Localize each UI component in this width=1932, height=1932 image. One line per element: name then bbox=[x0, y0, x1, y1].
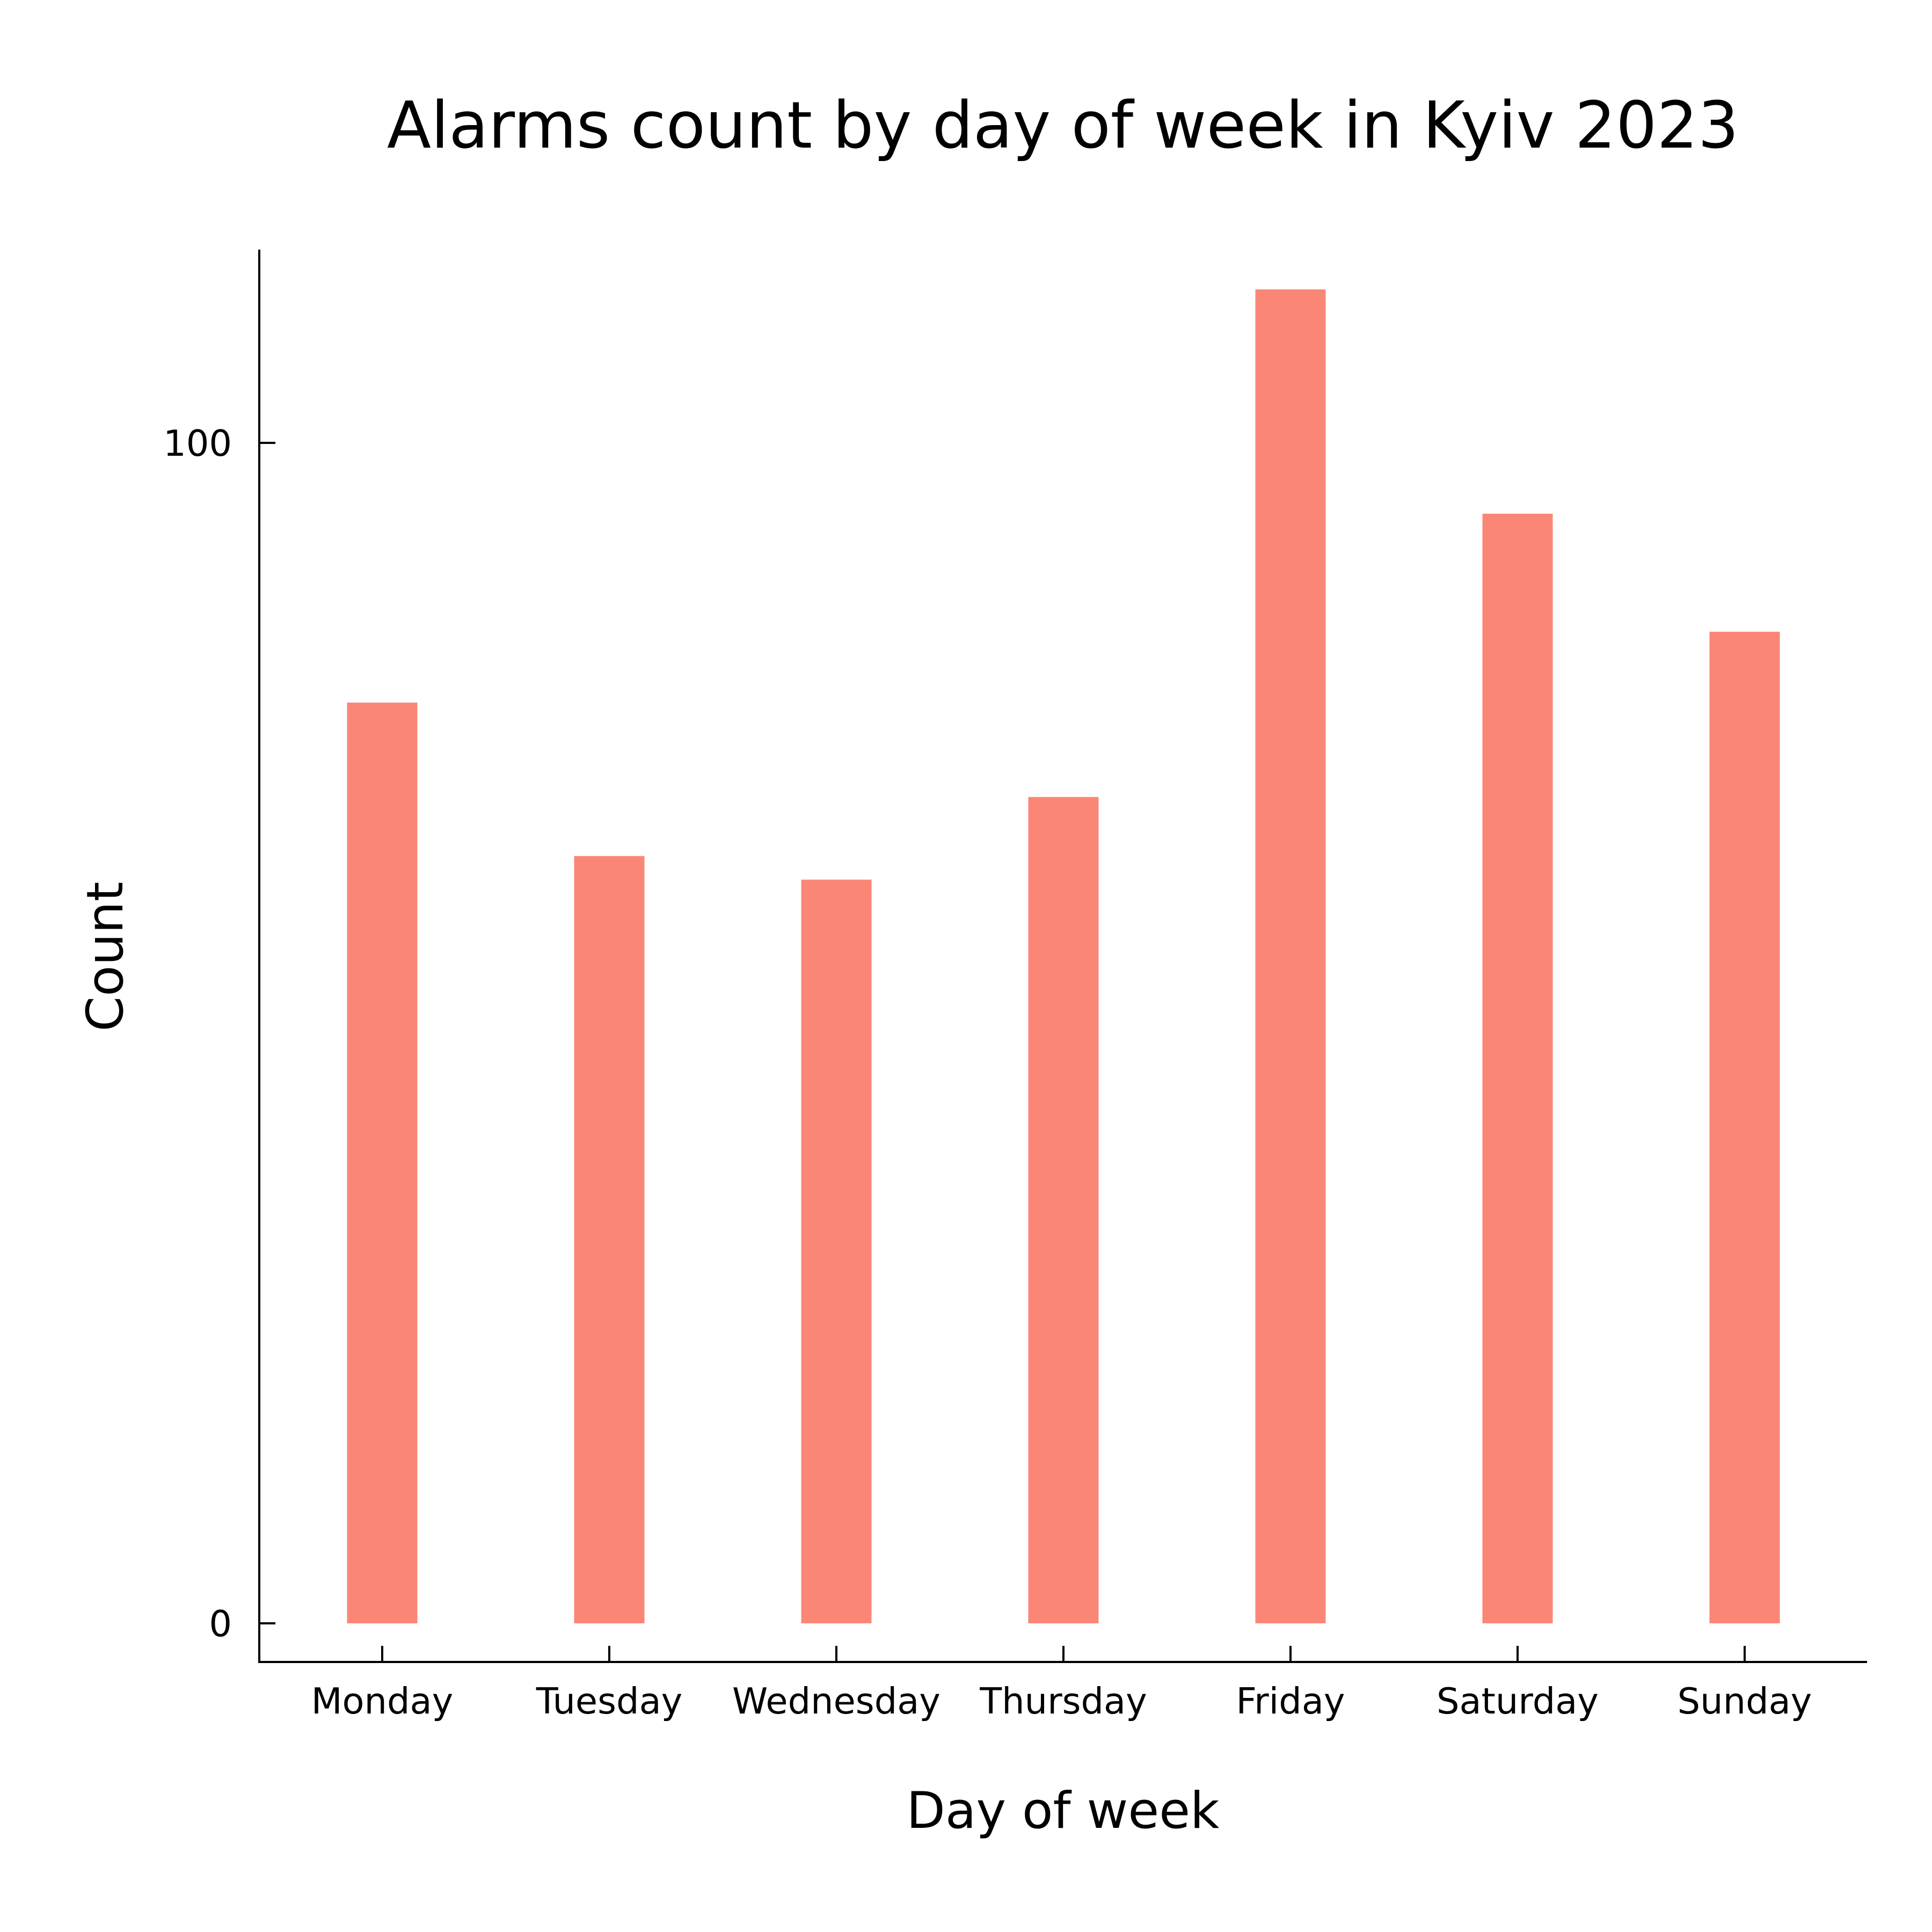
x-tick-label-monday: Monday bbox=[311, 1680, 454, 1722]
y-tick-label-100: 100 bbox=[163, 422, 232, 464]
bar-saturday bbox=[1482, 513, 1553, 1624]
bar-friday bbox=[1255, 289, 1326, 1624]
x-ticks-group: Monday Tuesday Wednesday Thursday Friday Satu… bbox=[311, 1646, 1812, 1722]
bar-sunday bbox=[1709, 631, 1780, 1623]
x-axis-title: Day of week bbox=[907, 1782, 1220, 1840]
bars-group bbox=[347, 289, 1780, 1624]
y-tick-label-0: 0 bbox=[209, 1603, 232, 1645]
x-tick-label-saturday: Saturday bbox=[1437, 1680, 1599, 1722]
chart-title: Alarms count by day of week in Kyiv 2023 bbox=[387, 89, 1739, 163]
bar-wednesday bbox=[801, 879, 872, 1623]
x-tick-label-friday: Friday bbox=[1236, 1680, 1345, 1722]
x-tick-label-sunday: Sunday bbox=[1678, 1680, 1812, 1722]
bar-monday bbox=[347, 702, 418, 1623]
bar-thursday bbox=[1028, 797, 1099, 1623]
bar-tuesday bbox=[574, 856, 645, 1623]
x-tick-label-wednesday: Wednesday bbox=[732, 1680, 941, 1722]
x-tick-label-tuesday: Tuesday bbox=[536, 1680, 683, 1722]
y-axis-title: Count bbox=[76, 881, 135, 1031]
y-ticks-group: 0 100 bbox=[163, 422, 275, 1645]
x-tick-label-thursday: Thursday bbox=[979, 1680, 1147, 1722]
